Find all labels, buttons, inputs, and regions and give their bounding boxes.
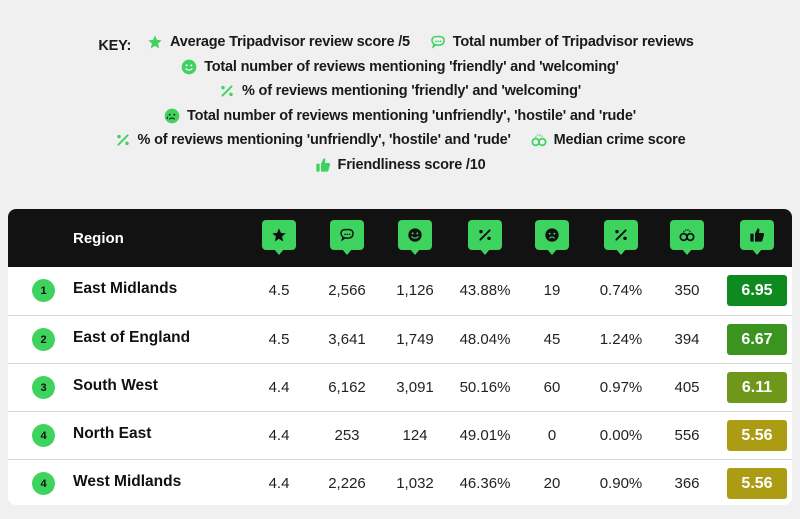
crime-score: 366 bbox=[674, 475, 700, 492]
region-name: West Midlands bbox=[73, 473, 182, 490]
table-header: Region bbox=[8, 209, 792, 267]
rank-badge: 2 bbox=[32, 328, 55, 351]
column-header-friendliness bbox=[740, 220, 774, 255]
region-name: North East bbox=[73, 425, 152, 442]
speech-bubble-icon bbox=[340, 228, 354, 242]
avg-score: 4.4 bbox=[268, 427, 290, 444]
percent-icon bbox=[615, 229, 627, 241]
total-reviews: 6,162 bbox=[328, 379, 366, 396]
handcuffs-icon bbox=[531, 134, 547, 147]
column-header-friendly-pct bbox=[468, 220, 502, 255]
friendly-pct: 49.01% bbox=[459, 427, 511, 444]
legend-item-unfriendly-count: Total number of reviews mentioning 'unfr… bbox=[164, 104, 636, 128]
friendly-pct: 48.04% bbox=[459, 331, 511, 348]
friendliness-score-badge: 5.56 bbox=[727, 420, 787, 451]
friendly-count: 1,032 bbox=[396, 475, 434, 492]
rank-badge: 1 bbox=[32, 279, 55, 302]
legend-item-unfriendly-pct: % of reviews mentioning 'unfriendly', 'h… bbox=[115, 128, 511, 152]
legend: KEY: Average Tripadvisor review score /5… bbox=[0, 30, 800, 177]
crime-score: 350 bbox=[674, 282, 700, 299]
legend-title: KEY: bbox=[98, 38, 132, 54]
column-header-region: Region bbox=[73, 230, 124, 247]
legend-item-friendly-pct: % of reviews mentioning 'friendly' and '… bbox=[219, 79, 581, 103]
smiley-face-icon bbox=[408, 228, 422, 242]
crime-score: 556 bbox=[674, 427, 700, 444]
avg-score: 4.4 bbox=[268, 379, 290, 396]
legend-item-total-reviews: Total number of Tripadvisor reviews bbox=[430, 30, 694, 54]
friendliness-score-badge: 6.95 bbox=[727, 275, 787, 306]
legend-item-friendliness: Friendliness score /10 bbox=[315, 153, 486, 177]
rank-badge: 4 bbox=[32, 472, 55, 495]
percent-icon bbox=[116, 134, 129, 146]
unfriendly-pct: 0.90% bbox=[599, 475, 643, 492]
region-name: East of England bbox=[73, 329, 191, 346]
table-row: 3 South West 4.4 6,162 3,091 50.16% 60 0… bbox=[8, 363, 792, 412]
total-reviews: 3,641 bbox=[328, 331, 366, 348]
speech-bubble-icon bbox=[430, 35, 445, 49]
friendliness-score-badge: 5.56 bbox=[727, 468, 787, 499]
avg-score: 4.5 bbox=[268, 282, 290, 299]
friendly-count: 1,126 bbox=[396, 282, 434, 299]
unfriendly-count: 19 bbox=[543, 282, 561, 299]
friendly-pct: 46.36% bbox=[459, 475, 511, 492]
total-reviews: 2,566 bbox=[328, 282, 366, 299]
total-reviews: 253 bbox=[334, 427, 360, 444]
friendly-count: 124 bbox=[402, 427, 428, 444]
table-row: 2 East of England 4.5 3,641 1,749 48.04%… bbox=[8, 315, 792, 364]
friendliness-score-badge: 6.11 bbox=[727, 372, 787, 403]
star-icon bbox=[272, 228, 286, 242]
total-reviews: 2,226 bbox=[328, 475, 366, 492]
column-header-unfriendly-count bbox=[535, 220, 569, 255]
column-header-unfriendly-pct bbox=[604, 220, 638, 255]
rankings-table: Region 1 East Midlands 4.5 2,566 bbox=[8, 209, 792, 505]
crime-score: 405 bbox=[674, 379, 700, 396]
table-row: 4 West Midlands 4.4 2,226 1,032 46.36% 2… bbox=[8, 459, 792, 505]
column-header-friendly-count bbox=[398, 220, 432, 255]
rank-badge: 4 bbox=[32, 424, 55, 447]
table-row: 4 North East 4.4 253 124 49.01% 0 0.00% … bbox=[8, 411, 792, 460]
column-header-avg-score bbox=[262, 220, 296, 255]
friendly-count: 1,749 bbox=[396, 331, 434, 348]
friendly-count: 3,091 bbox=[396, 379, 434, 396]
legend-item-avg-score: Average Tripadvisor review score /5 bbox=[147, 30, 410, 54]
column-header-crime bbox=[670, 220, 704, 255]
crime-score: 394 bbox=[674, 331, 700, 348]
avg-score: 4.4 bbox=[268, 475, 290, 492]
unfriendly-count: 45 bbox=[543, 331, 561, 348]
region-name: South West bbox=[73, 377, 158, 394]
thumbs-up-icon bbox=[315, 157, 330, 172]
thumbs-up-icon bbox=[750, 228, 765, 242]
star-icon bbox=[148, 35, 162, 49]
friendly-pct: 50.16% bbox=[459, 379, 511, 396]
unfriendly-count: 60 bbox=[543, 379, 561, 396]
unfriendly-count: 0 bbox=[547, 427, 557, 444]
unfriendly-pct: 0.74% bbox=[599, 282, 643, 299]
sad-face-icon bbox=[164, 108, 180, 123]
unfriendly-count: 20 bbox=[543, 475, 561, 492]
region-name: East Midlands bbox=[73, 280, 178, 297]
unfriendly-pct: 0.00% bbox=[599, 427, 643, 444]
handcuffs-icon bbox=[679, 229, 695, 242]
smiley-face-icon bbox=[181, 59, 197, 74]
legend-item-crime: Median crime score bbox=[531, 128, 686, 152]
avg-score: 4.5 bbox=[268, 331, 290, 348]
unfriendly-pct: 0.97% bbox=[599, 379, 643, 396]
legend-item-friendly-count: Total number of reviews mentioning 'frie… bbox=[181, 55, 619, 79]
rank-badge: 3 bbox=[32, 376, 55, 399]
table-row: 1 East Midlands 4.5 2,566 1,126 43.88% 1… bbox=[8, 267, 792, 315]
friendliness-score-badge: 6.67 bbox=[727, 324, 787, 355]
sad-face-icon bbox=[545, 228, 559, 242]
column-header-total-reviews bbox=[330, 220, 364, 255]
unfriendly-pct: 1.24% bbox=[599, 331, 643, 348]
percent-icon bbox=[221, 85, 233, 97]
friendly-pct: 43.88% bbox=[459, 282, 511, 299]
percent-icon bbox=[479, 229, 491, 241]
